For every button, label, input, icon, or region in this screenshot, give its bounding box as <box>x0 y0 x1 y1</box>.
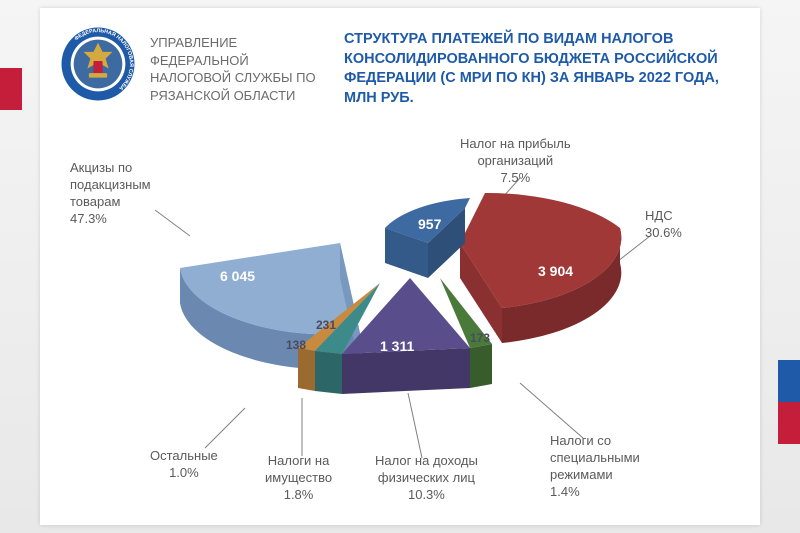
label-special: Налоги со специальными режимами 1.4% <box>550 433 640 501</box>
organization-name: УПРАВЛЕНИЕ ФЕДЕРАЛЬНОЙ НАЛОГОВОЙ СЛУЖБЫ … <box>150 26 330 108</box>
fns-logo: ФЕДЕРАЛЬНАЯ НАЛОГОВАЯ СЛУЖБА <box>60 26 136 102</box>
label-profit: Налог на прибыль организаций 7.5% <box>460 136 571 187</box>
value-other: 138 <box>286 338 306 352</box>
value-excise: 6 045 <box>220 268 255 284</box>
value-special: 173 <box>470 331 490 345</box>
value-property: 231 <box>316 318 336 332</box>
label-excise: Акцизы по подакцизным товарам 47.3% <box>70 160 151 228</box>
accent-stripe-left <box>0 68 22 110</box>
label-vat: НДС 30.6% <box>645 208 682 242</box>
chart-title: СТРУКТУРА ПЛАТЕЖЕЙ ПО ВИДАМ НАЛОГОВ КОНС… <box>344 26 740 108</box>
label-pit: Налог на доходы физических лиц 10.3% <box>375 453 478 504</box>
slice-profit <box>385 198 470 278</box>
value-pit: 1 311 <box>380 338 414 354</box>
content-panel: ФЕДЕРАЛЬНАЯ НАЛОГОВАЯ СЛУЖБА УПРАВЛЕНИЕ … <box>40 8 760 525</box>
accent-stripe-right-blue <box>778 360 800 402</box>
header: ФЕДЕРАЛЬНАЯ НАЛОГОВАЯ СЛУЖБА УПРАВЛЕНИЕ … <box>40 8 760 108</box>
value-profit: 957 <box>418 216 441 232</box>
accent-stripe-right-red <box>778 402 800 444</box>
value-vat: 3 904 <box>538 263 573 279</box>
label-other: Остальные 1.0% <box>150 448 218 482</box>
pie-chart-3d: 6 045 138 231 1 311 173 3 904 957 Акцизы… <box>40 128 760 525</box>
label-property: Налоги на имущество 1.8% <box>265 453 332 504</box>
